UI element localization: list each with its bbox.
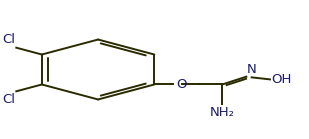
- Text: O: O: [176, 78, 187, 91]
- Text: N: N: [247, 63, 257, 76]
- Text: Cl: Cl: [2, 33, 15, 46]
- Text: NH₂: NH₂: [210, 106, 235, 119]
- Text: Cl: Cl: [2, 93, 15, 106]
- Text: OH: OH: [271, 73, 291, 86]
